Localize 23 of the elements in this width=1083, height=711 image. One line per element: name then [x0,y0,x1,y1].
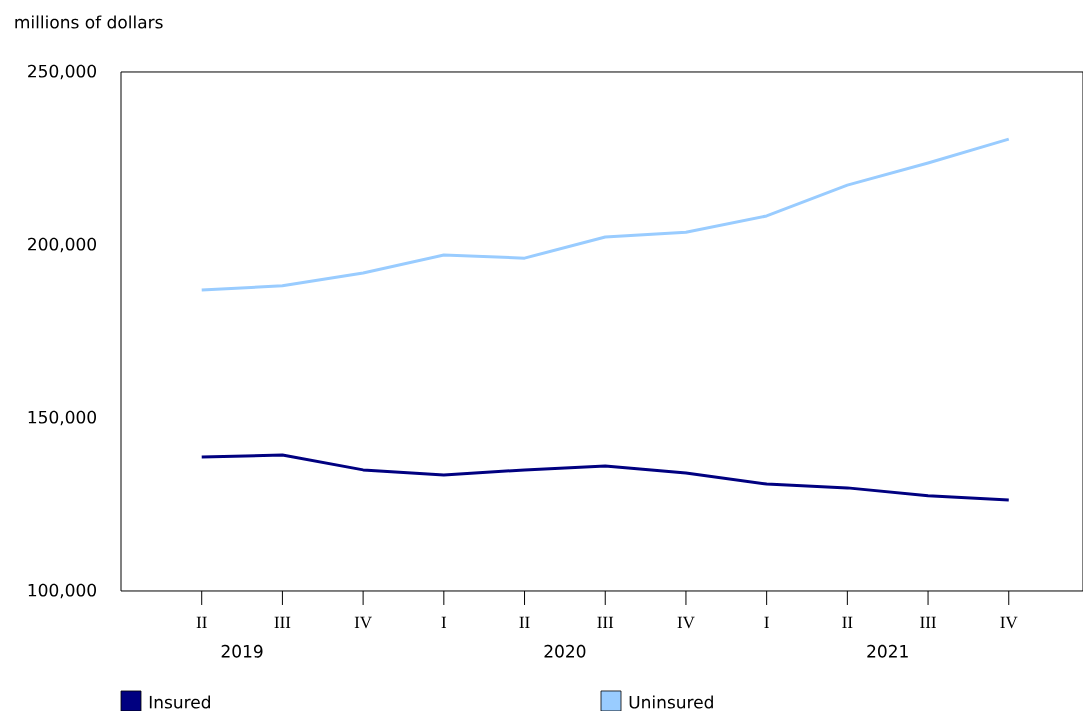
y-tick-label: 250,000 [28,64,96,80]
x-tick-label: I [764,616,769,628]
y-tick-label: 200,000 [28,237,96,253]
text: 2019 [221,644,263,658]
x-tick-label: III [920,616,936,628]
text: 2021 [867,644,908,658]
text: 2020 [544,644,586,658]
y-tick-label: 150,000 [28,410,96,426]
line-series [200,453,1011,502]
x-tick-label: III [274,616,291,628]
legend-label: Uninsured [629,695,713,709]
line-series [200,137,1011,292]
x-tick-label: IV [1000,616,1018,629]
legend-label: Insured [149,695,210,709]
x-tick-label: I [441,616,447,628]
x-tick-label: IV [354,616,372,629]
y-tick-label: 100,000 [28,583,96,599]
x-tick-label: II [519,616,530,628]
x-tick-label: II [196,616,207,628]
x-tick-label: IV [677,616,695,629]
x-tick-label: III [597,616,614,628]
x-tick-label: II [842,616,853,628]
y-axis-title: millions of dollars [15,15,163,29]
